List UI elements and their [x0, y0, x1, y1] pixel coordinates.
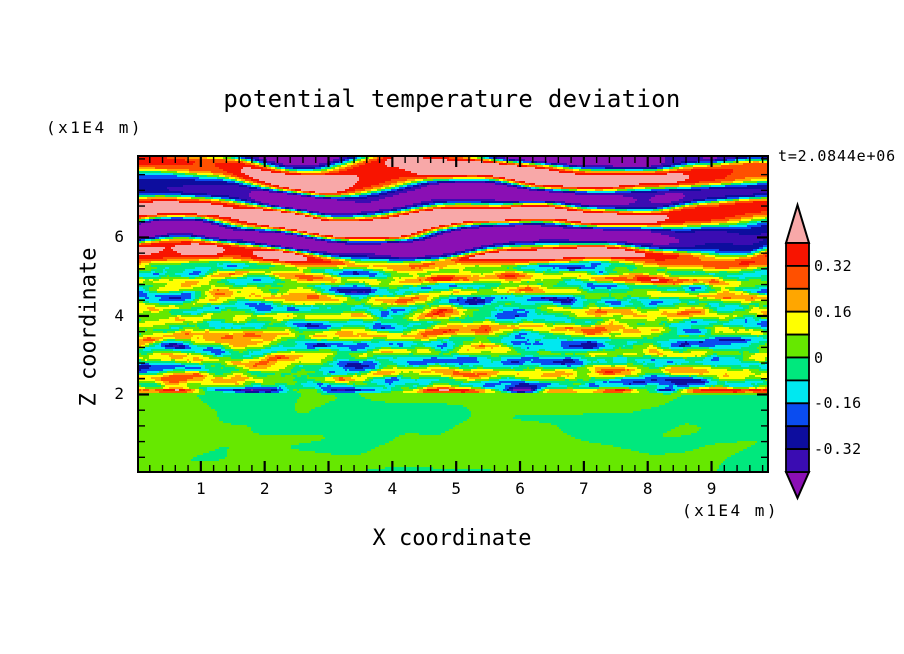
colorbar-tick-label: 0: [814, 348, 824, 367]
x-tick-label: 7: [579, 479, 589, 498]
x-tick-label: 1: [196, 479, 206, 498]
colorbar-tick-label: -0.16: [814, 394, 862, 413]
time-annotation: t=2.0844e+06: [778, 147, 896, 165]
x-tick-label: 2: [259, 479, 270, 498]
colorbar-tick-label: 0.16: [814, 302, 853, 321]
heatmap-plot-area: [137, 155, 769, 473]
x-tick-label: 6: [515, 479, 525, 498]
heatmap-field-canvas: [137, 155, 769, 473]
z-tick-label: 4: [114, 305, 124, 325]
x-tick-label: 4: [387, 479, 398, 498]
colorbar: [784, 201, 811, 501]
x-axis-title: X coordinate: [372, 526, 532, 551]
z-tick-label: 6: [114, 227, 124, 247]
x-tick-label: 9: [706, 479, 717, 498]
x-tick-label: 3: [323, 479, 334, 498]
plot-frame-and-ticks: [137, 155, 769, 473]
chart-title: potential temperature deviation: [223, 85, 681, 113]
x-tick-label: 5: [451, 479, 461, 498]
colorbar-tick-label: 0.32: [814, 256, 853, 275]
x-axis-unit-label: (x1E4 m): [681, 501, 779, 520]
z-axis-unit-label: (x1E4 m): [46, 118, 144, 137]
colorbar-tick-label: -0.32: [814, 440, 862, 459]
x-tick-label: 8: [642, 479, 653, 498]
z-tick-label: 2: [114, 384, 124, 404]
z-axis-title: Z coordinate: [76, 247, 102, 407]
